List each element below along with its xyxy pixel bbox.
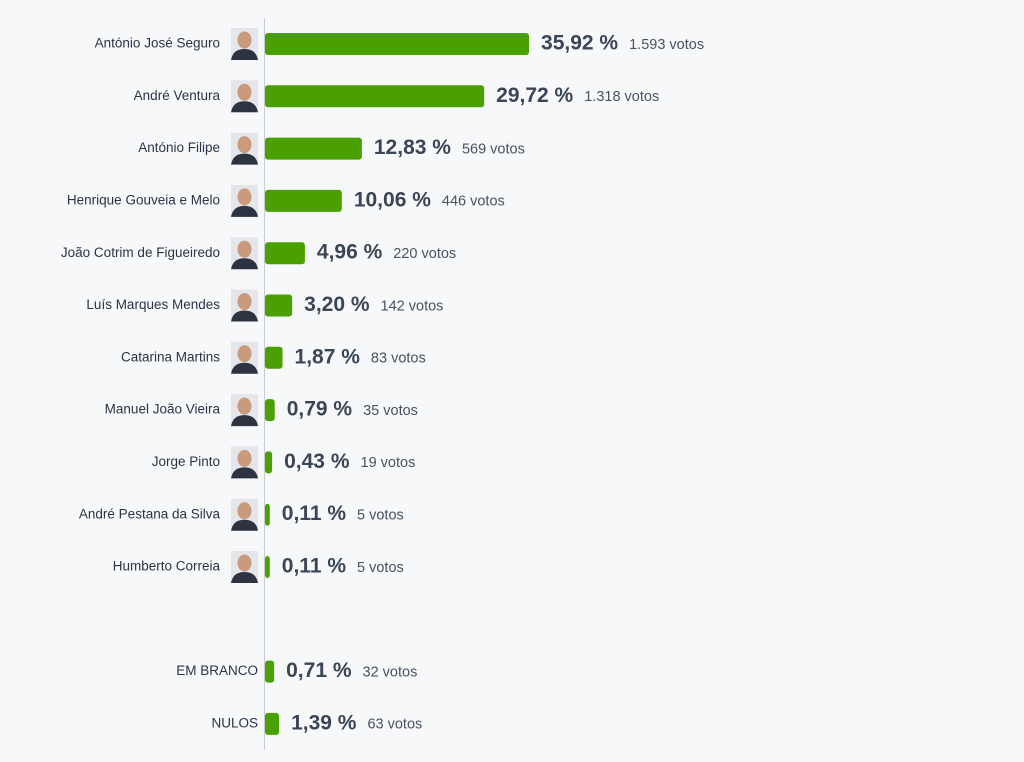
photo-head bbox=[237, 554, 252, 572]
bar bbox=[265, 294, 293, 317]
bar bbox=[265, 399, 275, 422]
votes-label: 32 votos bbox=[363, 664, 418, 680]
votes-label: 63 votos bbox=[367, 717, 422, 733]
category-label: Henrique Gouveia e Melo bbox=[67, 192, 220, 207]
candidate-photo bbox=[231, 498, 258, 531]
votes-label: 5 votos bbox=[357, 560, 404, 576]
photo-head bbox=[237, 293, 252, 310]
photo-head bbox=[237, 240, 252, 258]
photo-head bbox=[237, 83, 252, 101]
votes-label: 569 votos bbox=[462, 141, 525, 157]
bar bbox=[265, 85, 485, 108]
votes-label: 19 votos bbox=[361, 455, 416, 471]
candidate-photo bbox=[231, 551, 258, 583]
category-label: Luís Marques Mendes bbox=[86, 297, 220, 312]
percent-label: 0,11 % bbox=[282, 502, 347, 525]
bar bbox=[265, 33, 530, 55]
percent-label: 4,96 % bbox=[317, 241, 383, 264]
percent-label: 1,87 % bbox=[295, 345, 361, 368]
category-label: Manuel João Vieira bbox=[105, 402, 221, 417]
votes-label: 1.318 votos bbox=[584, 89, 659, 105]
photo-body bbox=[231, 310, 258, 322]
percent-label: 12,83 % bbox=[374, 136, 451, 159]
category-label: EM BRANCO bbox=[176, 663, 258, 678]
candidate-photo bbox=[231, 237, 258, 270]
percent-label: 10,06 % bbox=[354, 188, 431, 211]
percent-label: 0,11 % bbox=[282, 555, 347, 578]
votes-label: 446 votos bbox=[442, 194, 505, 210]
bar bbox=[265, 712, 280, 735]
photo-body bbox=[231, 258, 258, 270]
photo-head bbox=[237, 397, 252, 415]
photo-body bbox=[231, 49, 258, 60]
bar bbox=[265, 451, 273, 474]
percent-label: 29,72 % bbox=[496, 84, 573, 107]
photo-body bbox=[231, 153, 258, 165]
photo-head bbox=[237, 188, 252, 206]
photo-body bbox=[231, 101, 258, 113]
candidate-photo bbox=[231, 184, 258, 217]
percent-label: 3,20 % bbox=[304, 293, 370, 316]
photo-head bbox=[237, 502, 252, 520]
bar bbox=[265, 242, 305, 265]
candidate-photo bbox=[231, 446, 258, 479]
photo-body bbox=[231, 519, 258, 531]
photo-head bbox=[237, 31, 252, 49]
bar bbox=[265, 503, 270, 526]
category-label: António Filipe bbox=[138, 140, 220, 155]
bar bbox=[265, 346, 283, 369]
candidate-photo bbox=[231, 28, 258, 60]
photo-head bbox=[237, 449, 252, 467]
photo-body bbox=[231, 205, 258, 217]
percent-label: 35,92 % bbox=[541, 32, 618, 55]
category-label: Jorge Pinto bbox=[152, 454, 220, 469]
candidate-photo bbox=[231, 289, 258, 322]
photo-head bbox=[237, 136, 252, 154]
percent-label: 0,71 % bbox=[286, 659, 352, 682]
photo-body bbox=[231, 362, 258, 374]
candidate-photo bbox=[231, 80, 258, 113]
bar bbox=[265, 189, 342, 212]
votes-label: 5 votos bbox=[357, 508, 404, 524]
percent-label: 1,39 % bbox=[291, 711, 357, 734]
votes-label: 220 votos bbox=[393, 246, 456, 262]
category-label: António José Seguro bbox=[95, 36, 220, 51]
category-label: Humberto Correia bbox=[113, 559, 221, 574]
candidate-photo bbox=[231, 132, 258, 165]
bar bbox=[265, 660, 275, 683]
photo-body bbox=[231, 572, 258, 583]
votes-label: 142 votos bbox=[381, 298, 444, 314]
category-label: NULOS bbox=[211, 715, 258, 730]
votes-label: 83 votos bbox=[371, 351, 426, 367]
candidate-photo bbox=[231, 394, 258, 427]
category-label: André Ventura bbox=[134, 88, 221, 103]
photo-body bbox=[231, 415, 258, 427]
photo-body bbox=[231, 467, 258, 479]
bar bbox=[265, 137, 362, 160]
percent-label: 0,43 % bbox=[284, 450, 350, 473]
category-label: André Pestana da Silva bbox=[79, 506, 221, 521]
votes-label: 1.593 votos bbox=[629, 37, 704, 53]
category-label: Catarina Martins bbox=[121, 349, 220, 364]
photo-head bbox=[237, 345, 252, 363]
votes-label: 35 votos bbox=[363, 403, 418, 419]
bar bbox=[265, 556, 270, 578]
category-label: João Cotrim de Figueiredo bbox=[61, 245, 220, 260]
percent-label: 0,79 % bbox=[287, 398, 353, 421]
candidate-photo bbox=[231, 341, 258, 374]
